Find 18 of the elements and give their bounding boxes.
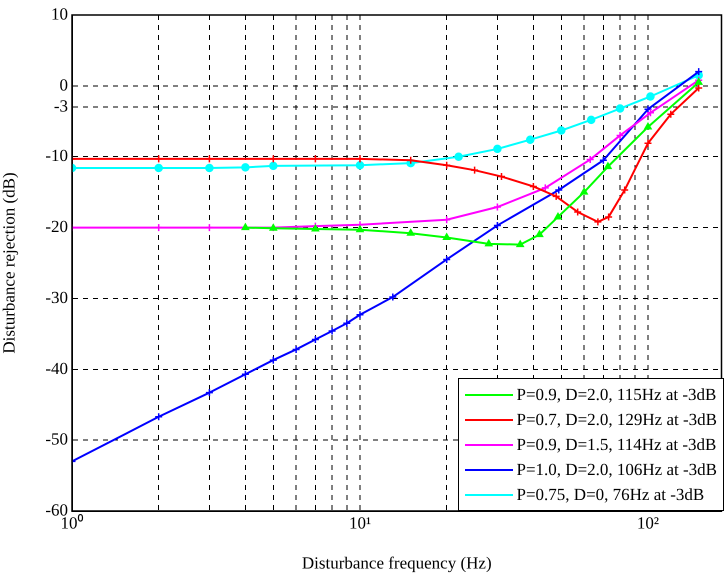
x-tick-label: 10¹ <box>348 514 372 533</box>
legend-label: P=0.75, D=0, 76Hz at -3dB <box>516 484 704 506</box>
y-axis-title: Disturbance rejection (dB) <box>0 172 19 354</box>
y-tick-label: -30 <box>45 288 68 307</box>
y-tick-label: -20 <box>45 217 68 236</box>
x-tick-label: 10⁰ <box>60 514 84 533</box>
x-tick-label: 10² <box>636 514 660 533</box>
legend-label: P=0.7, D=2.0, 129Hz at -3dB <box>516 409 717 431</box>
legend-label: P=0.9, D=2.0, 115Hz at -3dB <box>516 384 716 406</box>
y-tick-label: -40 <box>45 358 68 378</box>
y-tick-label: -10 <box>45 146 68 166</box>
y-tick-label: -3 <box>54 96 68 116</box>
y-tick-label: 10 <box>51 4 68 24</box>
legend-label: P=1.0, D=2.0, 106Hz at -3dB <box>516 459 717 481</box>
legend-label: P=0.9, D=1.5, 114Hz at -3dB <box>516 434 716 456</box>
y-tick-label: 0 <box>60 75 68 94</box>
x-axis-title: Disturbance frequency (Hz) <box>302 553 492 572</box>
y-tick-label: -50 <box>45 430 68 449</box>
